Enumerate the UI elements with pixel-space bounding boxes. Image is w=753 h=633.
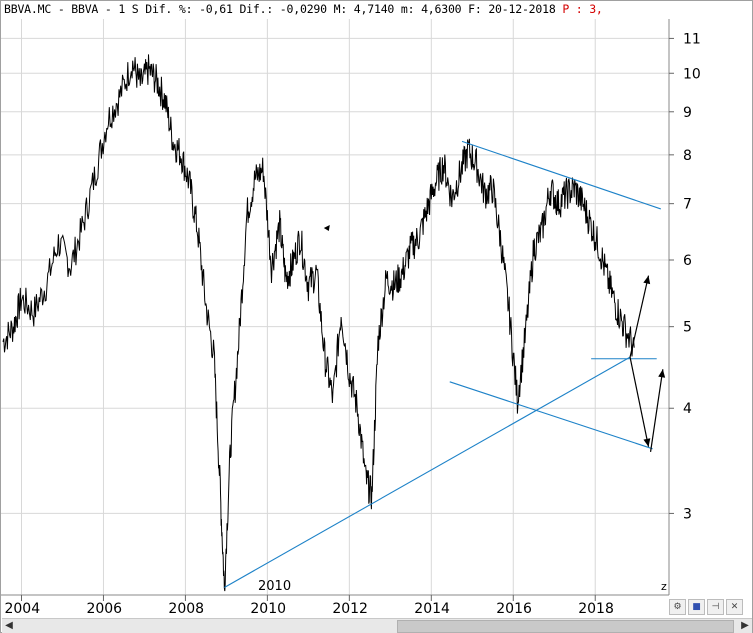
trendline[interactable] [449,381,653,450]
y-tick-label: 9 [683,105,692,121]
period: 1 S [118,2,139,16]
dif-label: Dif.: [239,2,274,16]
y-tick-label: 10 [683,66,701,82]
y-tick-label: 11 [683,31,701,47]
date-value: 20-12-2018 [488,2,556,16]
x-tick-label: 2010 [250,601,286,617]
pin-icon[interactable]: ⊣ [707,598,724,615]
min-value: 4,6300 [421,2,462,16]
scroll-thumb[interactable] [397,620,734,633]
p-label: P : 3, [562,2,603,16]
x-tick-label: 2016 [496,601,532,617]
max-value: 4,7140 [353,2,395,16]
arrow-head [643,275,651,285]
y-tick-label: 8 [683,148,692,164]
grid [1,19,669,595]
trendline[interactable] [224,356,631,588]
x-tick-label: 2004 [4,601,40,617]
y-axis: 3 4 5 6 7 8 9 10 11 [669,31,701,522]
x-axis: 2004 2006 2008 2010 2012 2014 2016 2018 [4,595,614,617]
max-label: M: [333,2,348,16]
arrow-head [643,438,651,447]
arrow-line[interactable] [629,357,650,447]
horizontal-scrollbar[interactable]: ◀ ▶ [2,618,752,633]
dif-pct-value: -0,61 [199,2,233,16]
y-tick-label: 5 [683,320,692,336]
scroll-left-icon[interactable]: ◀ [5,620,13,631]
instrument-name: BBVA [71,2,99,16]
price-line [2,54,635,592]
scale-corner-icon: z [661,580,667,593]
marker-icon [323,224,330,231]
y-tick-label: 7 [683,197,692,213]
y-tick-label: 6 [683,253,692,269]
date-label: F: [468,2,482,16]
price-series [2,54,635,592]
x-tick-label: 2008 [168,601,204,617]
price-chart[interactable]: 3 4 5 6 7 8 9 10 11 2004 2006 2008 2010 2012 2014 2016… [1,1,752,617]
arrow-line[interactable] [649,369,664,452]
trendline[interactable] [461,140,661,210]
settings-icon[interactable]: ⚙ [669,598,686,615]
chart-toolbar: ⚙ ■ ⊣ ✕ [669,598,751,615]
save-icon[interactable]: ■ [688,598,705,615]
symbol: BBVA.MC [4,2,52,16]
min-label: m: [400,2,415,16]
x-tick-label: 2012 [332,601,368,617]
x-tick-label: 2014 [414,601,450,617]
arrow-line[interactable] [629,275,650,358]
marker-triangle [323,224,330,231]
y-tick-label: 3 [683,506,692,522]
dif-value: -0,0290 [279,2,327,16]
forecast-arrows[interactable] [629,275,666,452]
scroll-right-icon[interactable]: ▶ [741,620,749,631]
x-tick-label: 2006 [86,601,122,617]
quote-header: BBVA.MC - BBVA - 1 S Dif. %: -0,61 Dif.:… [4,2,603,16]
trendlines[interactable] [224,140,661,588]
arrow-head [658,369,666,378]
dif-pct-label: Dif. %: [145,2,193,16]
close-icon[interactable]: ✕ [726,598,743,615]
axis-annotation: 2010 [258,579,291,594]
y-tick-label: 4 [683,401,692,417]
x-tick-label: 2018 [578,601,614,617]
